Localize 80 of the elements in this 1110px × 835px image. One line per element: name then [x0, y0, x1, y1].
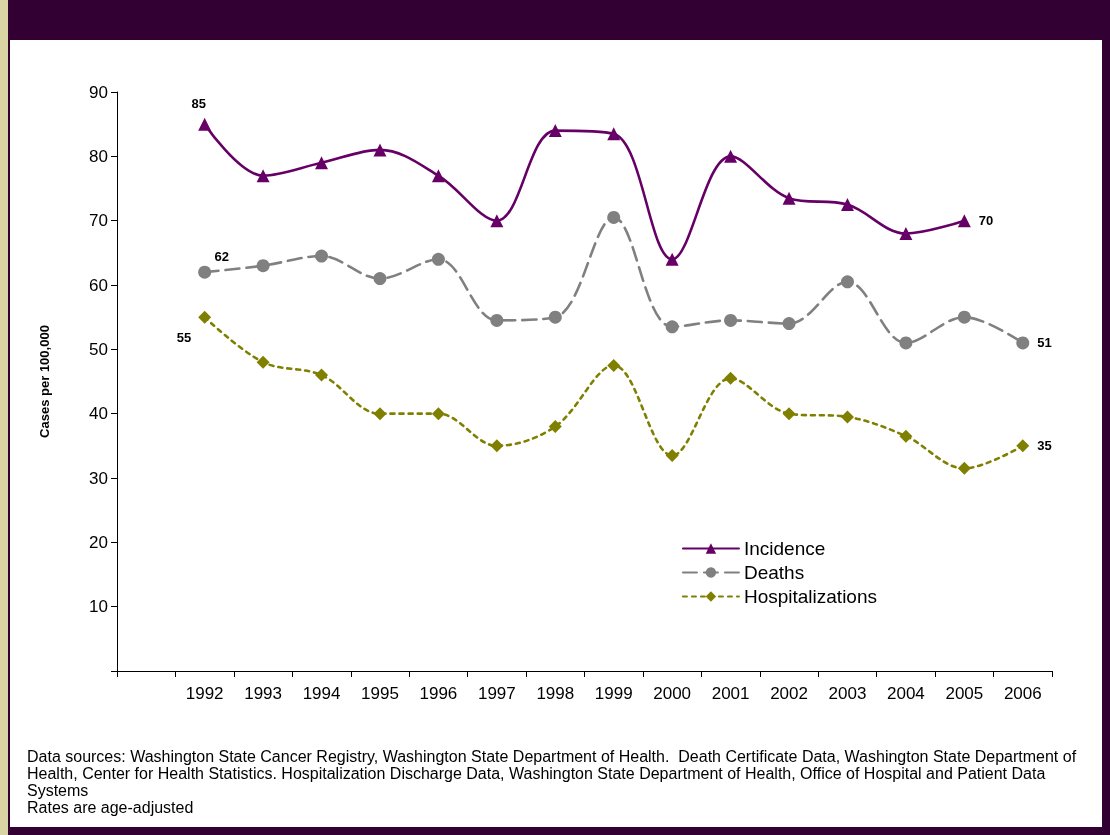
x-tick-label: 1997 — [477, 684, 516, 703]
text: Data sources: Washington State Cancer Registry, Washington State Department of Health. Death Certificate Data, Washington State Department of Health, Center for Health Statistics. Hospitalization Discharge Data, Washington State Department of Health, Office of Hospital and Patient Data Systems — [27, 748, 1078, 799]
point — [490, 313, 504, 327]
point — [548, 124, 562, 138]
point — [256, 355, 270, 369]
point — [782, 407, 796, 421]
point — [665, 252, 679, 266]
x-tick-label: 2006 — [1003, 684, 1042, 703]
point — [607, 127, 621, 141]
point — [373, 143, 387, 157]
legend-label: Deaths — [743, 562, 805, 583]
point — [315, 249, 329, 263]
point — [724, 313, 738, 327]
point — [548, 310, 562, 324]
data-label: 55 — [176, 329, 192, 345]
point — [782, 191, 796, 205]
x-tick-label: 1998 — [536, 684, 575, 703]
point — [490, 214, 504, 228]
x-tick-label: 1995 — [361, 684, 399, 703]
x-tick-label: 1993 — [244, 684, 283, 703]
point — [665, 448, 679, 462]
x-tick-label: 2002 — [770, 684, 808, 703]
legend-label: Hospitalizations — [743, 586, 878, 607]
point — [1016, 336, 1030, 350]
point — [899, 336, 913, 350]
point — [840, 275, 854, 289]
point — [957, 461, 971, 475]
point — [782, 317, 796, 331]
y-tick-label: 70 — [89, 211, 108, 231]
point — [899, 227, 913, 241]
point — [373, 272, 387, 286]
point — [1016, 439, 1030, 453]
x-tick-label: 2000 — [653, 684, 692, 703]
point — [607, 358, 621, 372]
y-tick-label: 60 — [89, 275, 108, 295]
y-tick-label: 10 — [89, 597, 108, 617]
point — [665, 320, 679, 334]
point — [899, 429, 913, 443]
data-label: 62 — [214, 248, 229, 264]
point — [431, 252, 445, 266]
point — [724, 149, 738, 163]
y-tick-label: 50 — [89, 339, 108, 359]
y-tick-label: 40 — [89, 404, 108, 424]
y-tick-label: 30 — [89, 468, 108, 488]
y-axis-title: Cases per 100,000 — [37, 325, 52, 438]
data-label: 85 — [191, 95, 206, 111]
point — [315, 368, 329, 382]
point — [198, 117, 212, 131]
point — [373, 407, 387, 421]
point — [840, 198, 854, 212]
point — [198, 265, 212, 279]
point — [548, 420, 562, 434]
x-tick-label: 1999 — [594, 684, 633, 703]
point — [724, 371, 738, 385]
point — [957, 214, 971, 228]
data-label: 35 — [1037, 438, 1052, 454]
text: Rates are age-adjusted — [27, 799, 195, 816]
x-tick-label: 2001 — [711, 684, 750, 703]
point — [840, 410, 854, 424]
data-label: 70 — [978, 213, 994, 229]
point — [256, 169, 270, 183]
x-tick-label: 1996 — [419, 684, 458, 703]
point — [431, 169, 445, 183]
legend-label: Incidence — [743, 538, 826, 559]
x-tick-label: 2003 — [828, 684, 867, 703]
point — [431, 407, 445, 421]
point — [315, 156, 329, 170]
point — [198, 310, 212, 324]
point — [957, 310, 971, 324]
x-tick-label: 2004 — [886, 684, 925, 703]
x-tick-label: 1994 — [302, 684, 341, 703]
x-tick-label: 2005 — [945, 684, 984, 703]
point — [607, 210, 621, 224]
x-tick-label: 1992 — [185, 684, 224, 703]
y-tick-label: 20 — [89, 532, 108, 552]
y-tick-label: 90 — [89, 82, 108, 102]
y-tick-label: 80 — [89, 146, 108, 166]
point — [490, 439, 504, 453]
point — [256, 259, 270, 273]
data-label: 51 — [1037, 335, 1052, 351]
